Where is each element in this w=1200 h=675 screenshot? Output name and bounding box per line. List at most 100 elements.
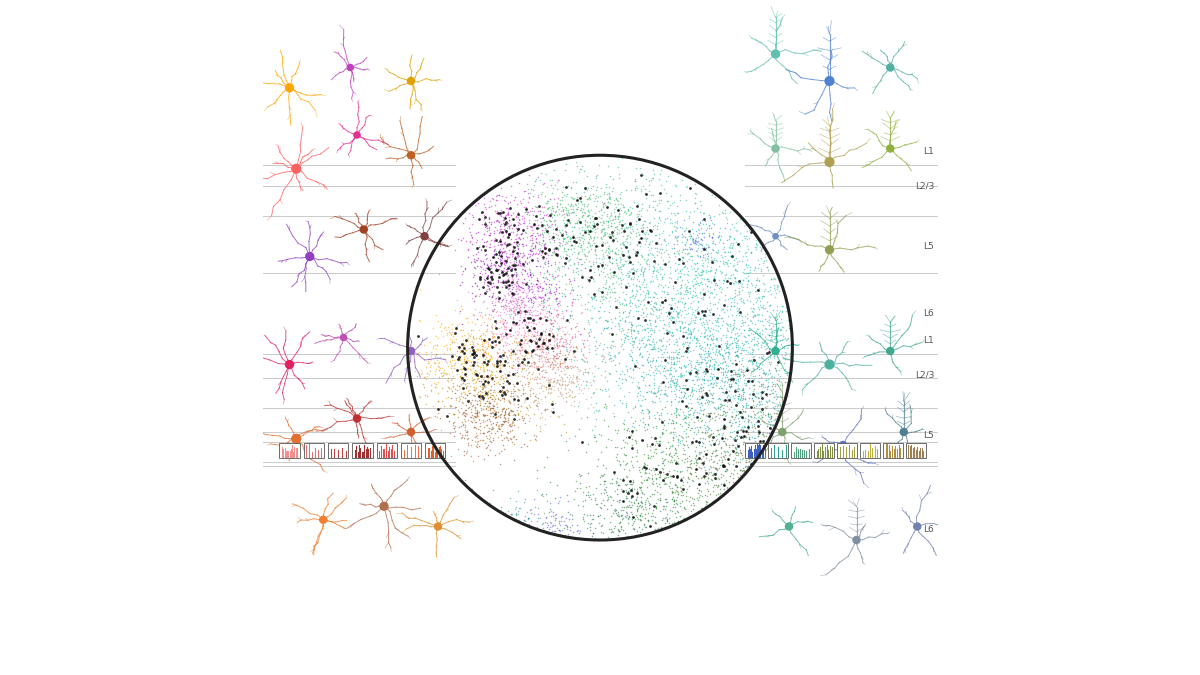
Point bbox=[572, 282, 592, 293]
Point bbox=[776, 421, 796, 432]
Point bbox=[562, 340, 581, 351]
Point bbox=[565, 390, 584, 401]
Point bbox=[748, 284, 767, 294]
Point bbox=[521, 308, 540, 319]
Point bbox=[691, 405, 710, 416]
Point bbox=[473, 390, 492, 401]
Point bbox=[676, 240, 695, 250]
Point bbox=[505, 368, 524, 379]
Point bbox=[629, 522, 648, 533]
Point bbox=[713, 369, 732, 380]
Point bbox=[614, 527, 634, 538]
Point bbox=[635, 273, 654, 284]
Point bbox=[644, 374, 664, 385]
Point bbox=[509, 354, 528, 364]
Point bbox=[695, 309, 714, 320]
Point bbox=[695, 248, 714, 259]
Point bbox=[569, 238, 588, 248]
Point bbox=[586, 213, 605, 224]
Point bbox=[583, 541, 602, 552]
Point bbox=[727, 498, 746, 509]
Point bbox=[563, 221, 582, 232]
Point bbox=[624, 516, 643, 526]
Point bbox=[499, 298, 518, 308]
Point bbox=[728, 352, 748, 362]
Point bbox=[694, 249, 713, 260]
Point bbox=[476, 250, 496, 261]
Point bbox=[562, 232, 581, 243]
Point bbox=[730, 395, 749, 406]
Point bbox=[524, 524, 544, 535]
Point bbox=[544, 231, 563, 242]
Point bbox=[666, 417, 685, 428]
Point bbox=[737, 399, 756, 410]
Point bbox=[767, 314, 786, 325]
Point bbox=[671, 481, 690, 492]
Point bbox=[498, 515, 517, 526]
Point bbox=[558, 445, 577, 456]
Point bbox=[678, 398, 697, 408]
Point bbox=[439, 408, 458, 418]
Point bbox=[746, 279, 766, 290]
Point bbox=[678, 342, 697, 352]
Point bbox=[482, 333, 502, 344]
Point bbox=[476, 204, 496, 215]
Point bbox=[779, 437, 798, 448]
Point bbox=[570, 533, 589, 544]
Point bbox=[612, 148, 631, 159]
Point bbox=[671, 190, 690, 200]
Point bbox=[655, 517, 674, 528]
Point bbox=[626, 231, 646, 242]
Point bbox=[505, 307, 524, 318]
Point bbox=[744, 340, 763, 350]
Point bbox=[650, 556, 670, 566]
Point bbox=[670, 248, 689, 259]
Point bbox=[730, 485, 749, 495]
Point bbox=[696, 388, 715, 399]
Point bbox=[736, 378, 755, 389]
Point bbox=[668, 259, 688, 269]
Point bbox=[590, 302, 610, 313]
Point bbox=[727, 434, 746, 445]
Point bbox=[497, 217, 516, 227]
Point bbox=[499, 252, 518, 263]
Point bbox=[656, 515, 676, 526]
Point bbox=[566, 188, 586, 198]
Point bbox=[730, 287, 749, 298]
Point bbox=[750, 488, 769, 499]
Point bbox=[557, 207, 576, 218]
Point bbox=[500, 408, 520, 418]
Point bbox=[598, 260, 617, 271]
Point bbox=[480, 266, 499, 277]
Point bbox=[721, 331, 740, 342]
Point bbox=[643, 249, 662, 260]
Point bbox=[670, 333, 689, 344]
Point bbox=[754, 379, 773, 389]
Point bbox=[604, 336, 623, 347]
Point bbox=[610, 526, 629, 537]
Point bbox=[736, 317, 755, 327]
Point bbox=[446, 395, 466, 406]
Point bbox=[564, 246, 583, 257]
Point bbox=[620, 362, 640, 373]
Point bbox=[644, 256, 664, 267]
Point bbox=[514, 241, 533, 252]
Point bbox=[755, 214, 774, 225]
Point bbox=[559, 208, 578, 219]
Point bbox=[694, 244, 713, 254]
Point bbox=[462, 439, 481, 450]
Point bbox=[713, 402, 732, 413]
Point bbox=[642, 469, 661, 480]
Point bbox=[605, 282, 624, 293]
Point bbox=[457, 381, 476, 392]
Point bbox=[763, 435, 782, 446]
Point bbox=[749, 259, 768, 270]
Point bbox=[746, 387, 766, 398]
Point bbox=[787, 443, 806, 454]
Point bbox=[778, 404, 797, 414]
Circle shape bbox=[360, 226, 367, 233]
Point bbox=[767, 257, 786, 268]
Point bbox=[570, 213, 589, 223]
Point bbox=[474, 364, 493, 375]
Point bbox=[782, 308, 802, 319]
